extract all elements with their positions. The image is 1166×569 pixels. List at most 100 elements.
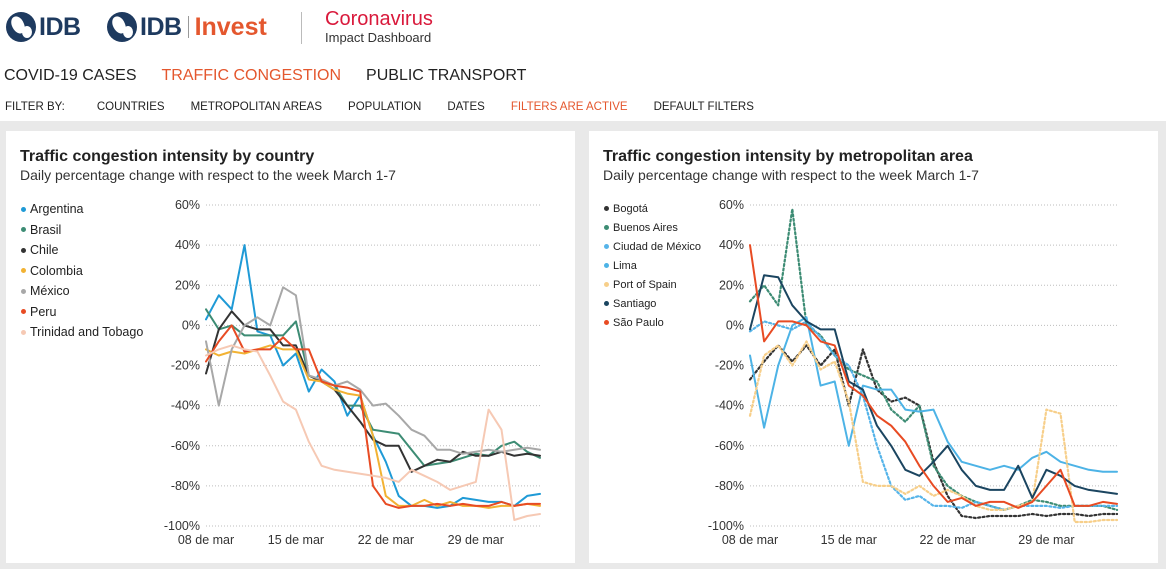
series-line-ciudad-de-mexico[interactable]: [748, 320, 1119, 511]
filter-metropolitan-areas[interactable]: METROPOLITAN AREAS: [190, 101, 323, 113]
legend-label: Chile: [30, 243, 59, 258]
x-tick-label: 08 de mar: [178, 533, 234, 547]
series-line-mexico[interactable]: [205, 286, 541, 455]
country-chart-panel: Traffic congestion intensity by country …: [6, 131, 575, 563]
legend-label: Trinidad and Tobago: [30, 325, 144, 340]
series-line-peru[interactable]: [205, 324, 541, 509]
chart-subtitle: Daily percentage change with respect to …: [20, 167, 396, 183]
main-tabs: COVID-19 CASES TRAFFIC CONGESTION PUBLIC…: [4, 67, 526, 85]
y-tick-label: -80%: [171, 479, 200, 493]
legend-item-lima[interactable]: Lima: [604, 256, 701, 275]
legend-dot-icon: [604, 301, 609, 306]
y-tick-label: -20%: [171, 359, 200, 373]
filter-bar: FILTER BY: COUNTRIES METROPOLITAN AREAS …: [5, 101, 780, 113]
series-line-sao-paulo[interactable]: [749, 244, 1118, 509]
x-tick-label: 08 de mar: [722, 533, 778, 547]
header-divider: [301, 12, 302, 44]
chart-legend: Argentina Brasil Chile Colombia México Peru Tr…: [21, 199, 143, 343]
chart-subtitle: Daily percentage change with respect to …: [603, 167, 979, 183]
y-tick-label: 60%: [719, 198, 744, 212]
idb-invest-logo[interactable]: IDB Invest: [107, 12, 267, 42]
legend-dot-icon: [21, 247, 26, 253]
dashboard-brand: Coronavirus Impact Dashboard: [325, 8, 433, 45]
x-tick-label: 15 de mar: [268, 533, 324, 547]
brand-title: Coronavirus: [325, 8, 433, 30]
legend-dot-icon: [604, 320, 609, 325]
y-tick-label: 40%: [719, 238, 744, 252]
series-line-port-of-spain[interactable]: [748, 340, 1119, 524]
y-tick-label: -60%: [171, 439, 200, 453]
y-tick-label: -100%: [708, 519, 744, 533]
default-filters-button[interactable]: DEFAULT FILTERS: [653, 101, 754, 113]
header: IDB IDB Invest Coronavirus Impact Dashbo…: [0, 0, 1166, 60]
x-tick-label: 15 de mar: [821, 533, 877, 547]
series-line-colombia[interactable]: [205, 344, 541, 509]
legend-item-bogota[interactable]: Bogotá: [604, 199, 701, 218]
legend-item-colombia[interactable]: Colombia: [21, 261, 143, 282]
series-line-trinidad-and-tobago[interactable]: [205, 344, 541, 521]
idb-logo-text: IDB: [39, 12, 81, 41]
filters-active-indicator[interactable]: FILTERS ARE ACTIVE: [510, 101, 628, 113]
idb-invest-suffix: Invest: [194, 12, 267, 41]
legend-dot-icon: [21, 288, 26, 294]
filter-population[interactable]: POPULATION: [348, 101, 422, 113]
filter-countries[interactable]: COUNTRIES: [96, 101, 165, 113]
chart-title: Traffic congestion intensity by country: [20, 148, 315, 165]
tab-covid-cases[interactable]: COVID-19 CASES: [4, 67, 137, 84]
metro-line-chart[interactable]: 60% 40% 20% 0% -20% -40% -60% -80% -100%08 de ma…: [589, 131, 1158, 563]
legend-dot-icon: [604, 206, 609, 211]
legend-dot-icon: [604, 282, 609, 287]
x-tick-label: 29 de mar: [1018, 533, 1074, 547]
legend-item-ciudad-de-mexico[interactable]: Ciudad de México: [604, 237, 701, 256]
legend-label: Brasil: [30, 222, 62, 237]
legend-label: Santiago: [613, 297, 657, 310]
y-tick-label: -100%: [164, 519, 200, 533]
legend-label: Argentina: [30, 202, 84, 217]
legend-dot-icon: [604, 225, 609, 230]
legend-label: Peru: [30, 304, 57, 319]
legend-item-santiago[interactable]: Santiago: [604, 294, 701, 313]
filter-by-label: FILTER BY:: [5, 101, 65, 113]
legend-item-brasil[interactable]: Brasil: [21, 220, 143, 241]
legend-label: México: [30, 284, 70, 299]
legend-dot-icon: [604, 244, 609, 249]
series-line-argentina[interactable]: [205, 244, 541, 509]
legend-item-sao-paulo[interactable]: São Paulo: [604, 313, 701, 332]
idb-invest-prefix: IDB: [140, 12, 182, 41]
y-tick-label: 60%: [175, 198, 200, 212]
y-tick-label: 40%: [175, 238, 200, 252]
y-tick-label: 0%: [182, 318, 200, 332]
tab-traffic-congestion[interactable]: TRAFFIC CONGESTION: [161, 67, 342, 84]
legend-item-port-of-spain[interactable]: Port of Spain: [604, 275, 701, 294]
legend-item-mexico[interactable]: México: [21, 281, 143, 302]
series-line-lima[interactable]: [749, 316, 1118, 473]
x-tick-label: 22 de mar: [919, 533, 975, 547]
legend-dot-icon: [21, 309, 26, 315]
legend-item-peru[interactable]: Peru: [21, 302, 143, 323]
legend-label: Colombia: [30, 263, 83, 278]
legend-label: Ciudad de México: [613, 240, 702, 253]
x-tick-label: 29 de mar: [448, 533, 504, 547]
legend-label: São Paulo: [613, 316, 664, 329]
series-line-buenos-aires[interactable]: [748, 207, 1119, 511]
series-line-brasil[interactable]: [205, 308, 541, 467]
y-tick-label: -40%: [171, 399, 200, 413]
y-tick-label: -60%: [715, 439, 744, 453]
y-tick-label: -20%: [715, 359, 744, 373]
legend-item-trinidad-and-tobago[interactable]: Trinidad and Tobago: [21, 322, 143, 343]
chart-title: Traffic congestion intensity by metropol…: [603, 148, 973, 165]
legend-dot-icon: [21, 268, 26, 274]
legend-item-buenos-aires[interactable]: Buenos Aires: [604, 218, 701, 237]
legend-dot-icon: [21, 227, 26, 233]
globe-icon: [107, 12, 137, 42]
y-tick-label: -40%: [715, 399, 744, 413]
x-tick-label: 22 de mar: [358, 533, 414, 547]
idb-logo[interactable]: IDB: [6, 12, 81, 42]
filter-dates[interactable]: DATES: [447, 101, 485, 113]
tab-public-transport[interactable]: PUBLIC TRANSPORT: [366, 67, 527, 84]
country-line-chart[interactable]: 60% 40% 20% 0% -20% -40% -60% -80% -100%08 de ma…: [6, 131, 575, 563]
legend-item-argentina[interactable]: Argentina: [21, 199, 143, 220]
y-tick-label: 20%: [175, 278, 200, 292]
legend-item-chile[interactable]: Chile: [21, 240, 143, 261]
metro-chart-panel: Traffic congestion intensity by metropol…: [589, 131, 1158, 563]
